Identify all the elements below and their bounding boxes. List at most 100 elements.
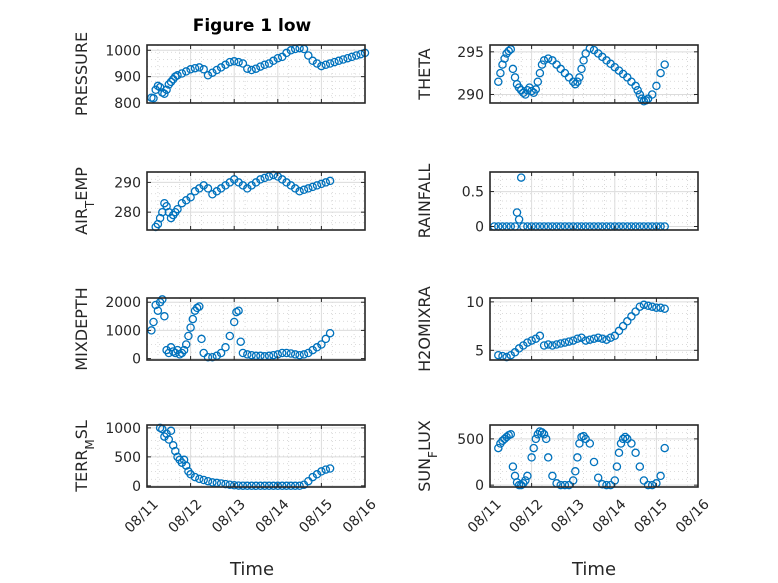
data-point [203,476,213,486]
data-point [560,480,570,490]
data-point [543,453,553,462]
data-point [589,457,599,467]
data-point [197,334,206,344]
y-axis-label-main: H2OMIXRA [415,286,434,372]
data-point [660,304,669,313]
data-point [325,176,335,186]
y-axis-label-main: AIR [72,208,91,235]
data-point [639,300,649,310]
axes-box [489,44,699,104]
data-point [277,481,287,491]
data-point [243,64,252,73]
data-point [573,334,582,343]
data-point [593,473,603,482]
panel-2: 290 295 THETA [415,44,699,106]
data-point [158,88,167,97]
data-point [606,480,615,490]
y-axis-label-subscript: T [83,200,97,209]
data-point [656,303,665,312]
data-point [325,464,335,473]
data-point [238,348,248,358]
data-point [568,77,578,86]
data-point [238,59,248,68]
data-point [656,68,665,78]
data-point [514,215,524,224]
data-point [199,475,208,485]
panel-1: 800 900 1000 PRESSURE [72,32,370,116]
y-tick-label: 800 [114,96,141,112]
data-point [317,61,326,71]
y-axis-label: MIXDEPTH [72,287,91,370]
data-point [282,481,291,491]
data-point [535,68,545,78]
data-point [504,46,513,56]
data-point [199,65,208,74]
data-point [308,182,317,192]
data-point [539,430,549,439]
data-point [612,462,622,471]
data-point [506,350,516,360]
data-point [535,331,545,341]
data-point [647,90,657,99]
data-point [290,350,300,359]
y-axis-label-main: RAINFALL [415,164,434,239]
data-point [639,476,649,485]
data-point [225,57,235,67]
data-point [212,65,222,75]
data-point [295,481,304,491]
data-point [321,178,331,187]
axes-box [146,297,366,361]
data-point [208,68,217,77]
data-point [286,481,296,491]
data-point [627,439,636,448]
y-axis-label: AIRTEMP [72,167,97,235]
data-point [186,470,195,479]
data-point [516,173,526,182]
data-point [521,90,530,99]
data-point [325,328,335,338]
data-point [203,352,213,362]
data-point [232,307,241,317]
y-tick-label: 290 [457,87,484,103]
data-point [573,453,582,462]
y-axis-label-main: MIXDEPTH [72,287,91,370]
data-point [282,48,291,58]
axes-box [489,424,699,488]
data-point [304,51,313,60]
data-point [216,63,226,72]
data-point [149,94,158,103]
data-point [543,54,553,63]
data-point [647,302,657,311]
data-point [195,302,204,311]
data-point [581,49,590,58]
data-point [533,77,543,86]
y-axis-label-tail: SL [72,420,91,439]
data-point [282,348,291,358]
data-point [641,96,651,105]
data-point [541,434,551,444]
y-axis-label: H2OMIXRA [415,286,434,372]
data-point [635,90,645,99]
data-point [269,350,278,360]
data-point [186,323,195,332]
data-point [166,77,176,87]
data-point [496,68,505,78]
data-point [243,350,252,359]
data-point [514,83,524,92]
y-tick-label: 900 [114,70,141,86]
data-point [179,455,189,465]
data-point [602,480,611,490]
data-point [234,481,243,490]
data-point [585,335,595,344]
data-point [564,337,574,346]
y-tick-label: 295 [457,45,484,61]
data-point [243,481,252,491]
data-point [186,193,195,202]
y-axis-label-main: THETA [415,48,434,100]
y-axis-label: THETA [415,48,434,100]
data-point [188,314,198,324]
x-axis-label-left: Time [229,559,274,580]
y-tick-label: 10 [466,295,484,311]
data-point [343,53,352,63]
